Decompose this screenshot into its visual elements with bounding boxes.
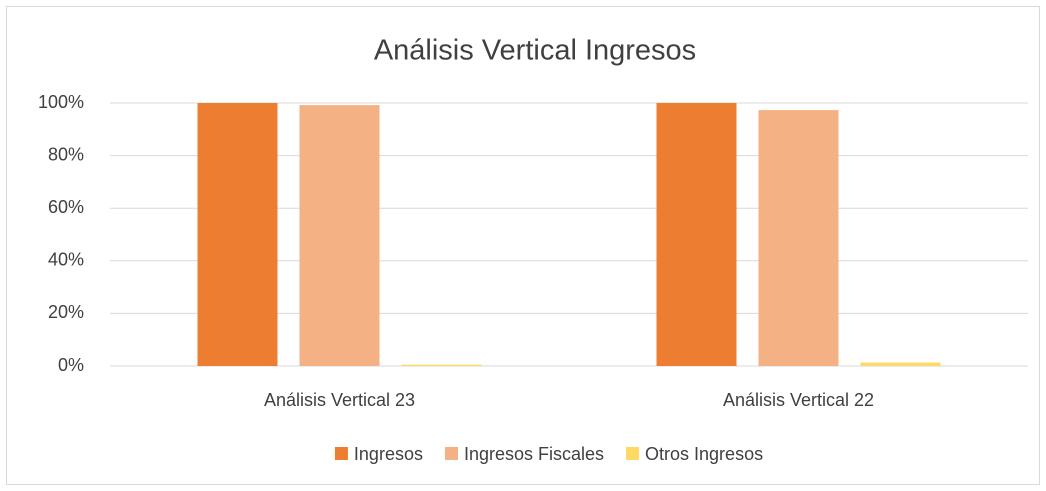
chart-title: Análisis Vertical Ingresos (374, 35, 696, 67)
legend-swatch (444, 447, 458, 460)
bar (758, 110, 839, 366)
x-tick-label: Análisis Vertical 23 (264, 390, 415, 410)
legend-swatch (626, 447, 640, 460)
bar (656, 103, 737, 366)
y-tick-label: 0% (58, 355, 84, 375)
legend-swatch (334, 447, 348, 460)
x-tick-label: Análisis Vertical 22 (723, 390, 874, 410)
bar (197, 103, 278, 366)
y-tick-label: 20% (48, 302, 84, 322)
y-tick-label: 100% (38, 92, 84, 112)
bar (860, 362, 941, 366)
y-tick-label: 80% (48, 144, 84, 164)
chart-border (6, 6, 1040, 485)
legend-label: Otros Ingresos (645, 444, 763, 464)
legend-label: Ingresos Fiscales (464, 444, 604, 464)
y-tick-label: 40% (48, 250, 84, 270)
bar (401, 364, 482, 366)
y-tick-label: 60% (48, 197, 84, 217)
legend-label: Ingresos (354, 444, 423, 464)
bar (299, 105, 380, 366)
